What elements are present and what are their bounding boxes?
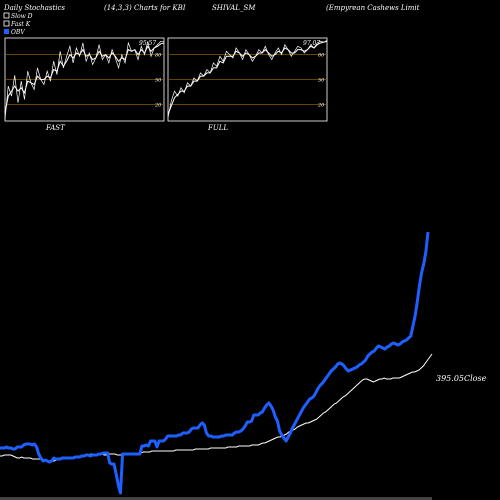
legend-label-obv: OBV	[11, 29, 25, 36]
legend-label-slow-d: Slow D	[11, 13, 33, 20]
fast-fast-k-line	[4, 40, 165, 120]
fast-tick-label-50: 50	[155, 78, 162, 84]
fast-value-label: 95.57	[139, 40, 156, 47]
fast-tick-label-20: 20	[154, 102, 162, 108]
legend-swatch-fast-k	[3, 20, 10, 27]
full-slow-d-line	[167, 40, 328, 115]
volume-baseline	[0, 497, 432, 500]
obv-line	[0, 231, 430, 495]
legend-swatch-slow-d	[3, 12, 10, 19]
legend: Slow D Fast K OBV	[3, 12, 33, 36]
full-tick-label-50: 50	[318, 78, 325, 84]
fast-panel-label: FAST	[45, 124, 66, 132]
price-obv-panel: 395.05Close	[0, 231, 487, 500]
legend-label-fast-k: Fast K	[10, 21, 31, 28]
full-value-label: 97.07	[303, 40, 320, 47]
header-company: (Empyrean Cashews Limit	[326, 4, 420, 12]
legend-swatch-obv	[4, 29, 9, 34]
full-tick-label-20: 20	[317, 102, 325, 108]
header-symbol: SHIVAL_SM	[212, 4, 256, 12]
fast-tick-label-80: 80	[155, 53, 162, 59]
full-stochastic-panel: 80 50 20 97.07 FULL	[167, 37, 328, 132]
full-tick-label-80: 80	[318, 53, 325, 59]
full-panel-label: FULL	[207, 124, 228, 132]
close-value-label: 395.05Close	[436, 374, 487, 383]
header-title: Daily Stochastics	[3, 4, 65, 12]
header-subtitle: (14,3,3) Charts for KBI	[104, 4, 186, 12]
fast-stochastic-panel: 80 50 20 95.57 FAST	[4, 37, 165, 132]
close-price-line	[0, 353, 433, 462]
full-fast-k-line	[167, 40, 328, 118]
